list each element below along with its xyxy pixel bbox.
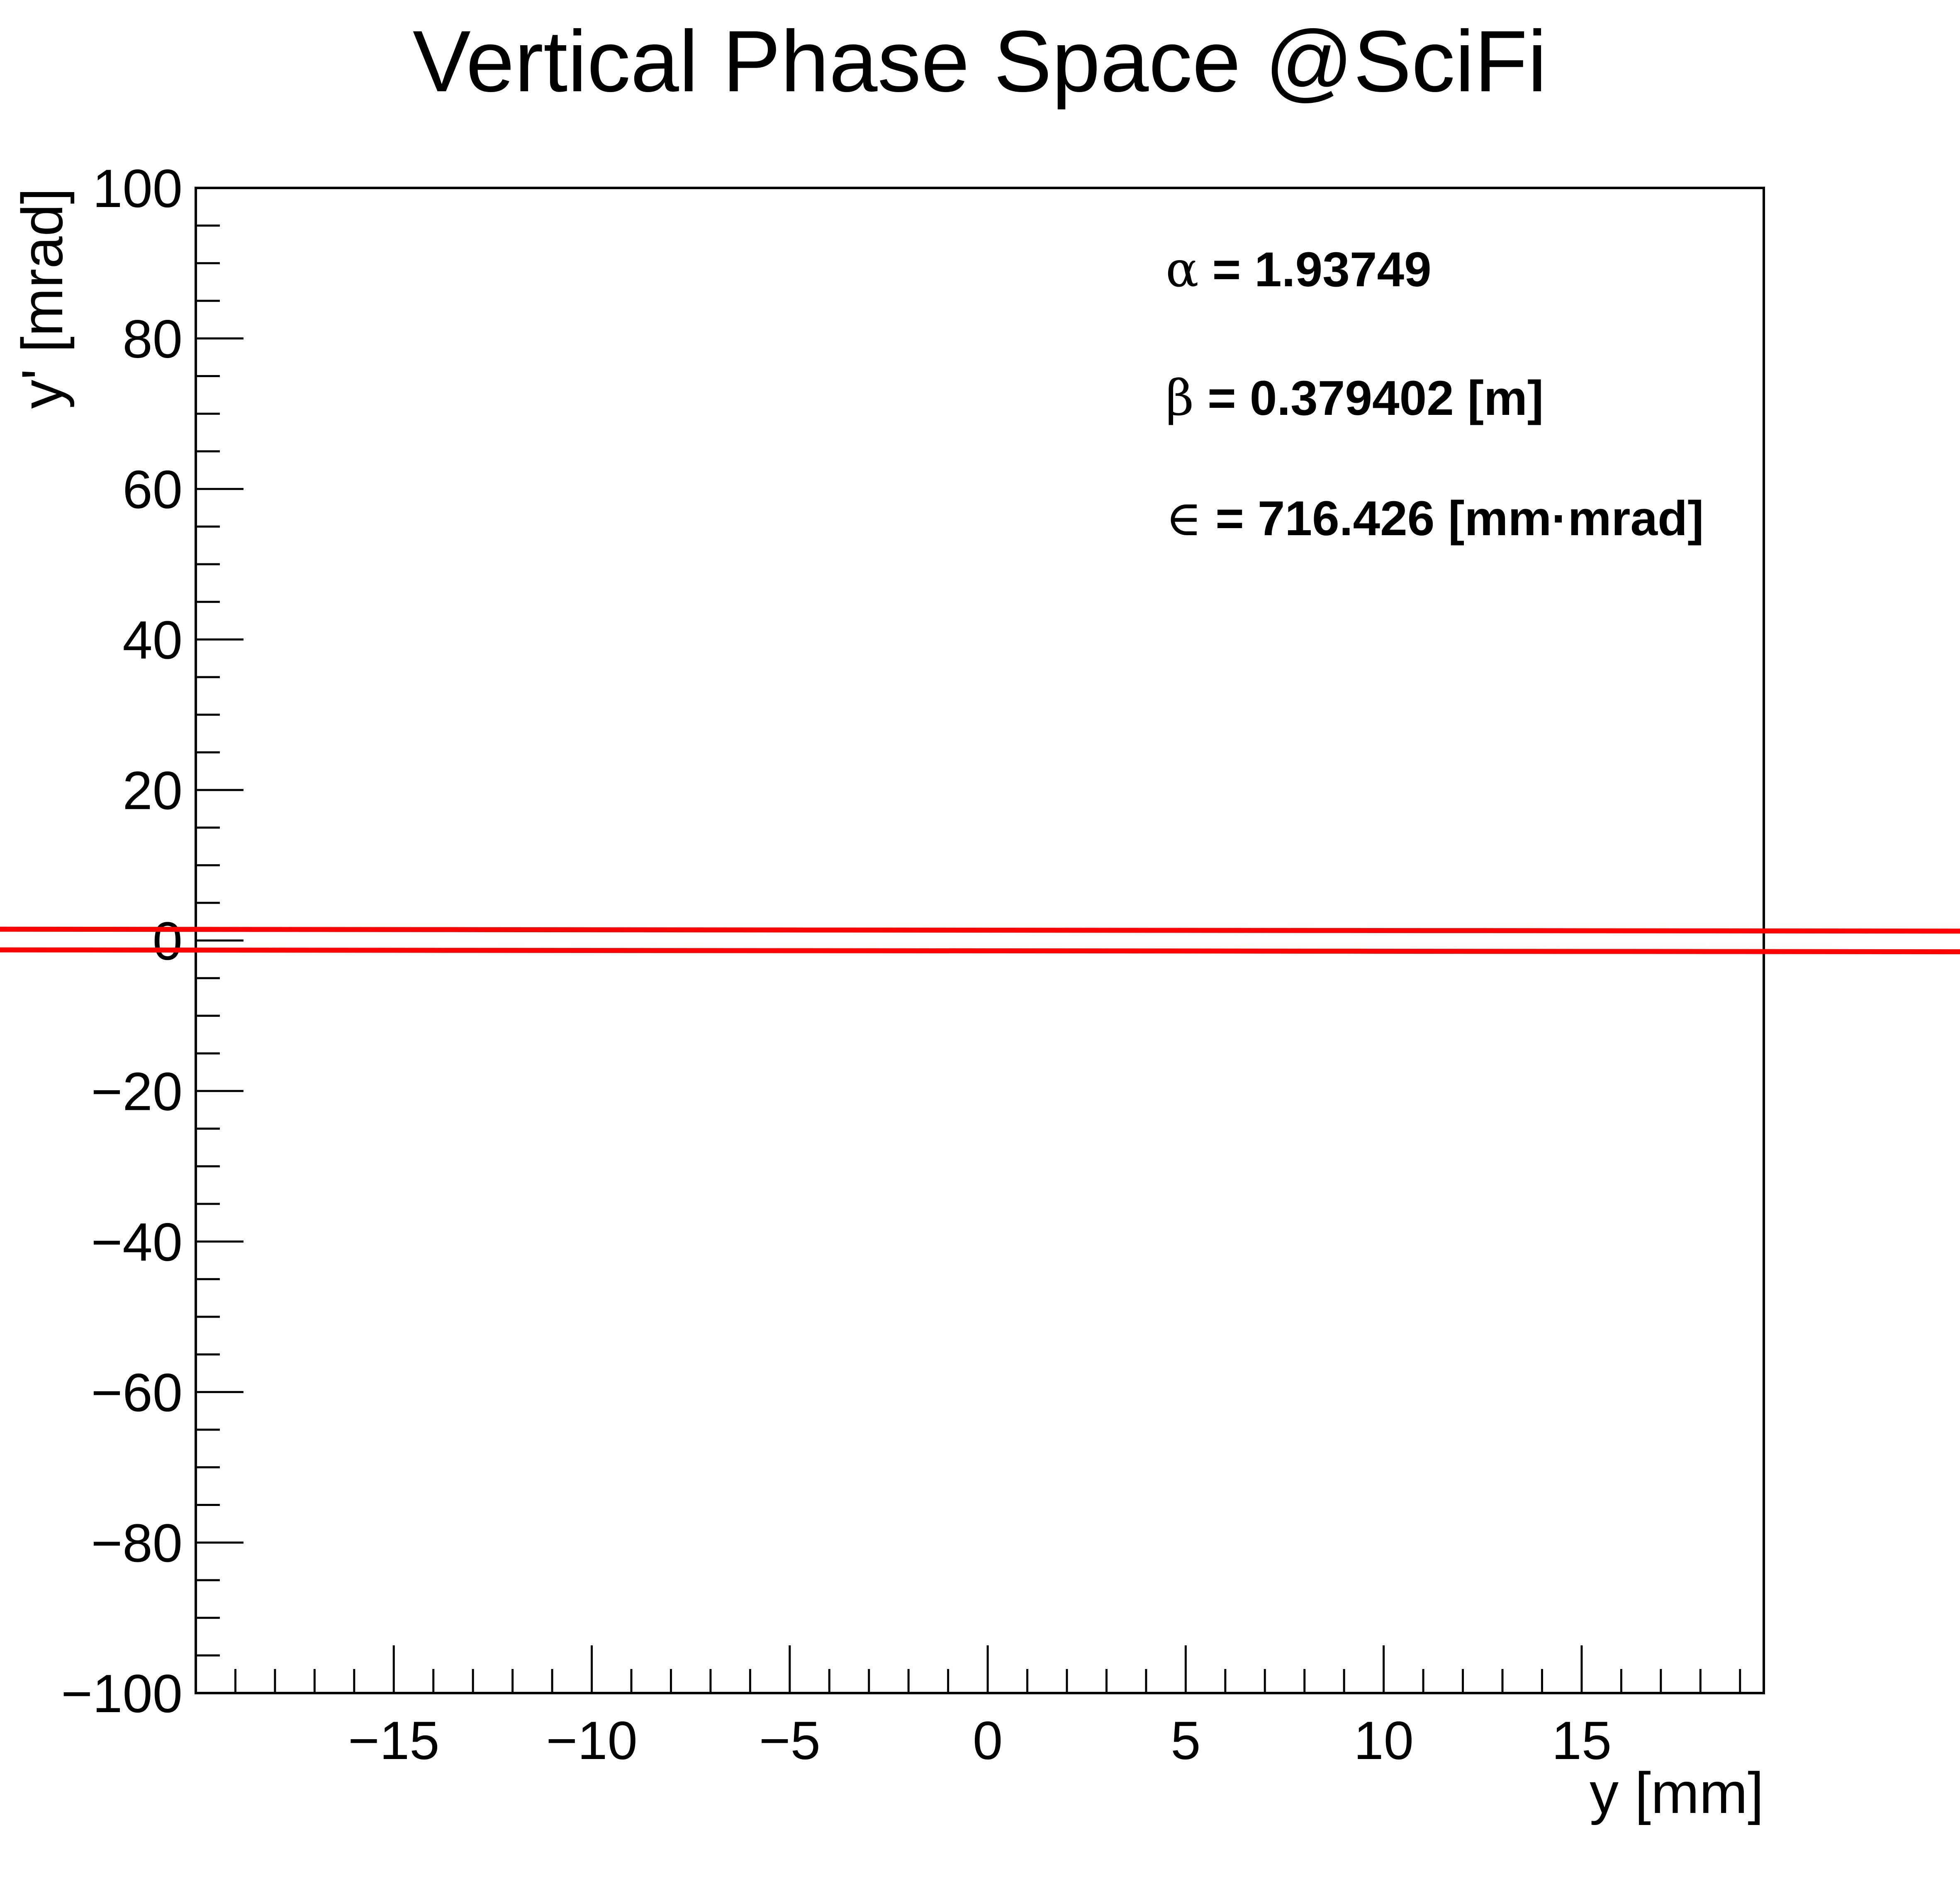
y-tick-label: −100 [61, 1663, 183, 1724]
x-axis-ticks [234, 1645, 1741, 1693]
y-axis-tick-labels: −100 −80 −60 −40 −20 0 20 40 60 80 100 [61, 158, 183, 1724]
x-tick-label: −10 [546, 1710, 638, 1771]
annotation-alpha: α = 1.93749 [1166, 241, 1432, 298]
x-tick-label: 5 [1171, 1710, 1200, 1771]
alpha-symbol: α [1166, 241, 1199, 298]
y-tick-label: −80 [91, 1513, 183, 1573]
y-axis-ticks [196, 187, 243, 1694]
x-axis-title: y [mm] [1590, 1760, 1764, 1825]
y-axis-title: y' [mrad] [10, 188, 75, 409]
annotation-beta: β = 0.379402 [m] [1166, 369, 1544, 426]
y-tick-label: 40 [122, 609, 183, 670]
beta-symbol: β [1166, 369, 1194, 426]
y-tick-label: 80 [122, 309, 183, 369]
y-tick-label: 100 [93, 158, 183, 219]
x-tick-label: −15 [348, 1710, 440, 1771]
y-tick-label: −60 [91, 1362, 183, 1423]
y-tick-label: −40 [91, 1212, 183, 1272]
emittance-value: = 716.426 [mm·mrad] [1202, 491, 1704, 546]
chart-title: Vertical Phase Space @SciFi [413, 12, 1547, 110]
annotation-emittance: ∈ = 716.426 [mm·mrad] [1166, 490, 1704, 547]
x-axis-tick-labels: −15 −10 −5 0 5 10 15 [348, 1710, 1612, 1771]
x-tick-label: −5 [759, 1710, 821, 1771]
x-tick-label: 15 [1552, 1710, 1612, 1771]
alpha-value: = 1.93749 [1199, 242, 1432, 297]
y-tick-label: −20 [91, 1061, 183, 1122]
y-tick-label: 20 [122, 760, 183, 821]
emittance-symbol: ∈ [1166, 490, 1202, 547]
phase-space-ellipse [0, 926, 1960, 955]
beta-value: = 0.379402 [m] [1194, 371, 1544, 426]
x-tick-label: 0 [973, 1710, 1003, 1771]
y-tick-label: 60 [122, 459, 183, 520]
y-tick-label: 0 [153, 911, 183, 971]
x-tick-label: 10 [1354, 1710, 1414, 1771]
